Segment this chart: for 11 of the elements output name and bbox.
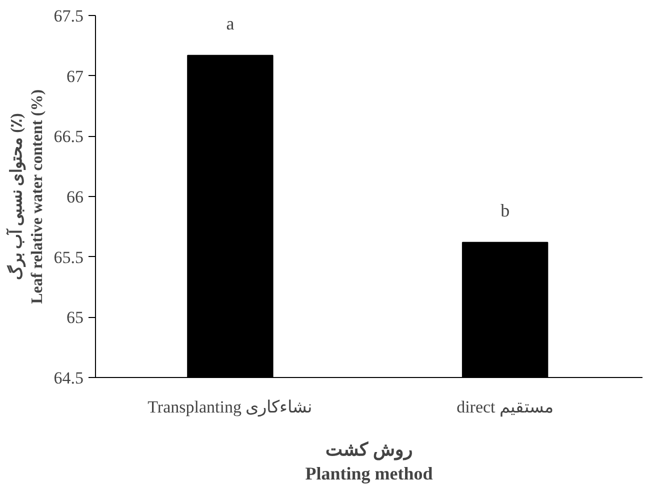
y-tick-label: 64.5 — [54, 368, 84, 388]
y-tick-label: 65 — [66, 308, 84, 328]
annotation: a — [226, 13, 234, 34]
y-tick-label: 67.5 — [54, 6, 84, 26]
x-tick-label: direct مستقیم — [456, 398, 554, 418]
y-tick-label: 67 — [66, 66, 84, 86]
annotation: b — [500, 200, 510, 220]
y-tick-label: 66.5 — [54, 127, 84, 146]
y-tick-label: 65.5 — [54, 248, 84, 267]
x-tick-label: Transplanting نشاءکاری — [148, 398, 313, 418]
y-tick-label: 66 — [66, 188, 84, 206]
